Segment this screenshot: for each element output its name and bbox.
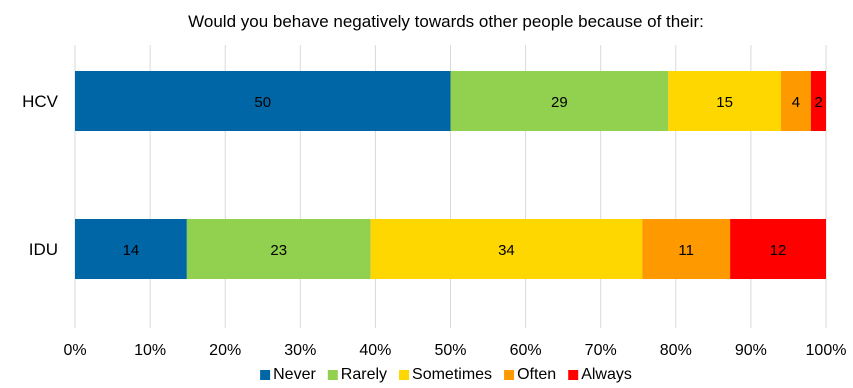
- x-tick-label: 40%: [359, 342, 391, 359]
- x-tick-label: 100%: [806, 342, 847, 359]
- bar-segments: [75, 71, 826, 279]
- legend-label: Often: [517, 366, 556, 383]
- data-label: 15: [716, 94, 733, 111]
- category-label: HCV: [22, 92, 59, 111]
- legend-swatch-never: [260, 370, 271, 380]
- data-label: 11: [678, 242, 694, 259]
- data-label: 29: [551, 94, 568, 111]
- legend-label: Rarely: [341, 366, 387, 383]
- data-label: 12: [770, 242, 787, 259]
- bar-segment-often: [642, 219, 731, 279]
- segment-labels: 50 29 15 4 2 14 23 34 11 12: [123, 94, 823, 259]
- x-tick-label: 80%: [660, 342, 692, 359]
- category-label: IDU: [29, 240, 58, 259]
- x-tick-label: 60%: [510, 342, 542, 359]
- category-labels: HCV IDU: [22, 92, 59, 259]
- legend-swatch-rarely: [327, 370, 338, 380]
- data-label: 4: [792, 94, 800, 111]
- x-tick-label: 30%: [284, 342, 316, 359]
- legend-label: Never: [273, 366, 316, 383]
- x-axis-ticks: 0% 10% 20% 30% 40% 50% 60% 70% 80% 90% 100%: [63, 342, 846, 359]
- bar-segment-never: [75, 219, 187, 279]
- data-label: 14: [123, 242, 140, 259]
- legend-swatch-sometimes: [399, 370, 410, 380]
- bar-segment-never: [75, 71, 451, 131]
- bar-segment-often: [780, 71, 811, 131]
- x-tick-label: 20%: [209, 342, 241, 359]
- bar-segment-always: [730, 219, 826, 279]
- x-tick-label: 50%: [434, 342, 466, 359]
- x-tick-label: 70%: [585, 342, 617, 359]
- x-tick-label: 10%: [134, 342, 166, 359]
- bar-segment-always: [810, 71, 826, 131]
- chart-title: Would you behave negatively towards othe…: [188, 12, 704, 31]
- data-label: 34: [498, 242, 515, 259]
- legend-swatch-always: [568, 370, 579, 380]
- legend-swatch-often: [504, 370, 515, 380]
- legend: Never Rarely Sometimes Often Always: [260, 366, 632, 383]
- bar-segment-sometimes: [668, 71, 781, 131]
- bar-segment-rarely: [186, 219, 371, 279]
- bar-segment-rarely: [450, 71, 669, 131]
- bar-segment-sometimes: [370, 219, 643, 279]
- data-label: 23: [270, 242, 287, 259]
- legend-label: Always: [581, 366, 632, 383]
- legend-label: Sometimes: [412, 366, 492, 383]
- data-label: 2: [814, 94, 822, 111]
- x-tick-label: 90%: [735, 342, 767, 359]
- data-label: 50: [254, 94, 271, 111]
- x-tick-label: 0%: [63, 342, 86, 359]
